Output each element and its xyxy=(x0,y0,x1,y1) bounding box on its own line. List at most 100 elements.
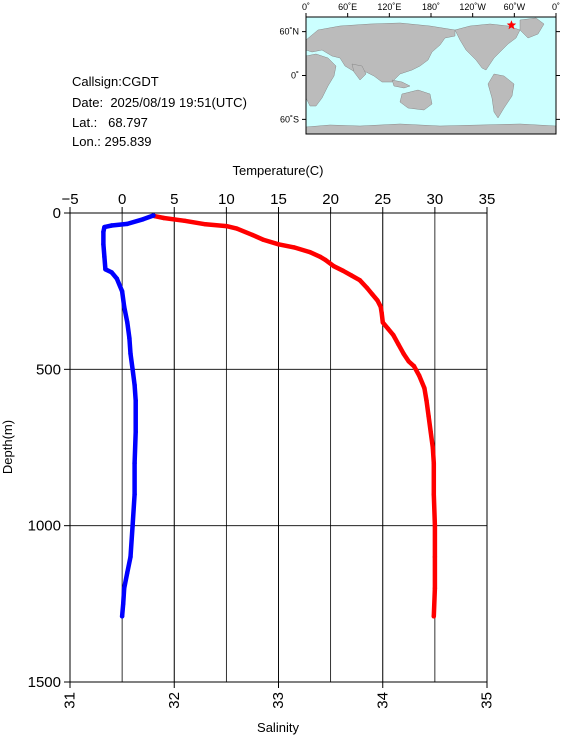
lat-value: 68.797 xyxy=(108,115,148,130)
temperature-point xyxy=(379,310,384,316)
map-lat-tick-label: 0˚ xyxy=(291,71,299,81)
salinity-point xyxy=(132,460,137,466)
position-marker-icon xyxy=(506,20,517,30)
temperature-point xyxy=(411,364,417,369)
temperature-point xyxy=(250,232,255,238)
temperature-tick-label: 0 xyxy=(118,191,126,208)
world-map: 0˚ 60˚E 120˚E 180˚ 120˚W 60˚W 0˚ 60˚N 0˚ 60˚S xyxy=(279,2,560,135)
temperature-tick-label: 35 xyxy=(479,191,496,208)
depth-axis-title: Depth(m) xyxy=(0,420,15,474)
temperature-point xyxy=(364,285,370,291)
salinity-point xyxy=(101,242,106,247)
temperature-point xyxy=(406,359,411,364)
salinity-point xyxy=(151,213,156,218)
salinity-point xyxy=(102,254,107,259)
salinity-point xyxy=(125,320,130,325)
salinity-point xyxy=(121,601,126,606)
temperature-point xyxy=(378,304,383,309)
salinity-point xyxy=(102,224,107,230)
salinity-tick-label: 32 xyxy=(166,692,183,709)
salinity-tick-label: 35 xyxy=(479,692,496,709)
temperature-point xyxy=(424,398,429,403)
callsign-label: Callsign: xyxy=(72,74,122,89)
depth-tick-label: 1500 xyxy=(28,674,61,691)
series-layer xyxy=(101,213,438,619)
date-value: 2025/08/19 19:51(UTC) xyxy=(110,95,247,110)
depth-ticks: 0 500 1000 1500 xyxy=(28,205,70,691)
salinity-point xyxy=(103,267,108,272)
temperature-point xyxy=(340,268,346,273)
land-antarctica xyxy=(305,123,557,135)
map-lon-ticks: 0˚ 60˚E 120˚E 180˚ 120˚W 60˚W 0˚ xyxy=(302,2,560,17)
temperature-point xyxy=(307,249,312,255)
temperature-point xyxy=(260,237,266,242)
lat-line: Lat.: 68.797 xyxy=(72,115,148,130)
temperature-point xyxy=(276,242,281,247)
land-eurasia xyxy=(305,22,456,83)
salinity-ticks: 31 32 33 34 35 xyxy=(62,682,496,709)
temperature-tick-label: 30 xyxy=(427,191,444,208)
lon-value: 295.839 xyxy=(104,134,152,149)
temperature-point xyxy=(432,523,438,528)
lat-label: Lat.: xyxy=(72,115,98,130)
map-lon-tick-label: 0˚ xyxy=(552,2,560,12)
temperature-point xyxy=(396,342,401,347)
salinity-point xyxy=(119,614,125,619)
date-label: Date: xyxy=(72,95,104,110)
temperature-point xyxy=(430,445,435,450)
temperature-tick-label: 15 xyxy=(270,191,287,208)
date-line: Date: 2025/08/19 19:51(UTC) xyxy=(72,95,247,110)
temperature-point xyxy=(380,320,385,325)
salinity-point xyxy=(132,382,137,388)
temperature-point xyxy=(224,223,229,229)
depth-tick-label: 500 xyxy=(36,361,61,378)
temperature-point xyxy=(417,373,422,378)
salinity-point xyxy=(122,586,127,591)
temperature-point xyxy=(431,492,436,497)
map-lat-tick-label: 60˚S xyxy=(280,114,299,124)
temperature-point xyxy=(428,429,433,435)
temperature-tick-label: 20 xyxy=(322,191,339,208)
temperature-series xyxy=(152,213,438,619)
temperature-profile-line xyxy=(152,213,438,619)
salinity-point xyxy=(128,554,133,560)
temperature-point xyxy=(432,554,438,560)
salinity-point xyxy=(109,270,114,275)
temperature-ticks: −5 0 5 10 15 20 25 30 35 xyxy=(61,191,495,213)
temperature-tick-label: −5 xyxy=(61,191,78,208)
land-south-america xyxy=(487,73,515,119)
salinity-point xyxy=(114,276,120,281)
land-india xyxy=(351,63,367,81)
land-africa xyxy=(305,53,337,107)
salinity-tick-label: 33 xyxy=(270,692,287,709)
temperature-point xyxy=(401,351,406,356)
temperature-tick-label: 5 xyxy=(170,191,178,208)
temperature-point xyxy=(203,222,208,227)
salinity-point xyxy=(101,229,106,234)
map-lon-tick-label: 180˚ xyxy=(422,2,440,12)
temperature-point xyxy=(426,414,431,419)
land-north-america xyxy=(454,23,521,71)
temperature-point xyxy=(161,215,166,221)
salinity-point xyxy=(132,492,137,497)
salinity-point xyxy=(140,217,146,222)
salinity-point xyxy=(119,289,125,294)
temperature-point xyxy=(234,226,239,231)
grid-lines xyxy=(69,212,488,683)
temperature-point xyxy=(375,298,380,303)
temperature-point xyxy=(349,273,354,278)
map-land xyxy=(305,17,557,135)
land-greenland xyxy=(519,17,545,39)
salinity-point xyxy=(128,351,133,356)
salinity-point xyxy=(130,367,135,372)
temperature-point xyxy=(431,614,436,619)
salinity-point xyxy=(109,223,114,228)
salinity-tick-label: 31 xyxy=(62,692,79,709)
temperature-point xyxy=(422,385,427,391)
salinity-point xyxy=(122,304,127,309)
map-lon-tick-label: 60˚E xyxy=(338,2,357,12)
salinity-tick-label: 34 xyxy=(374,692,391,709)
salinity-point xyxy=(133,429,138,435)
temperature-point xyxy=(291,245,297,250)
